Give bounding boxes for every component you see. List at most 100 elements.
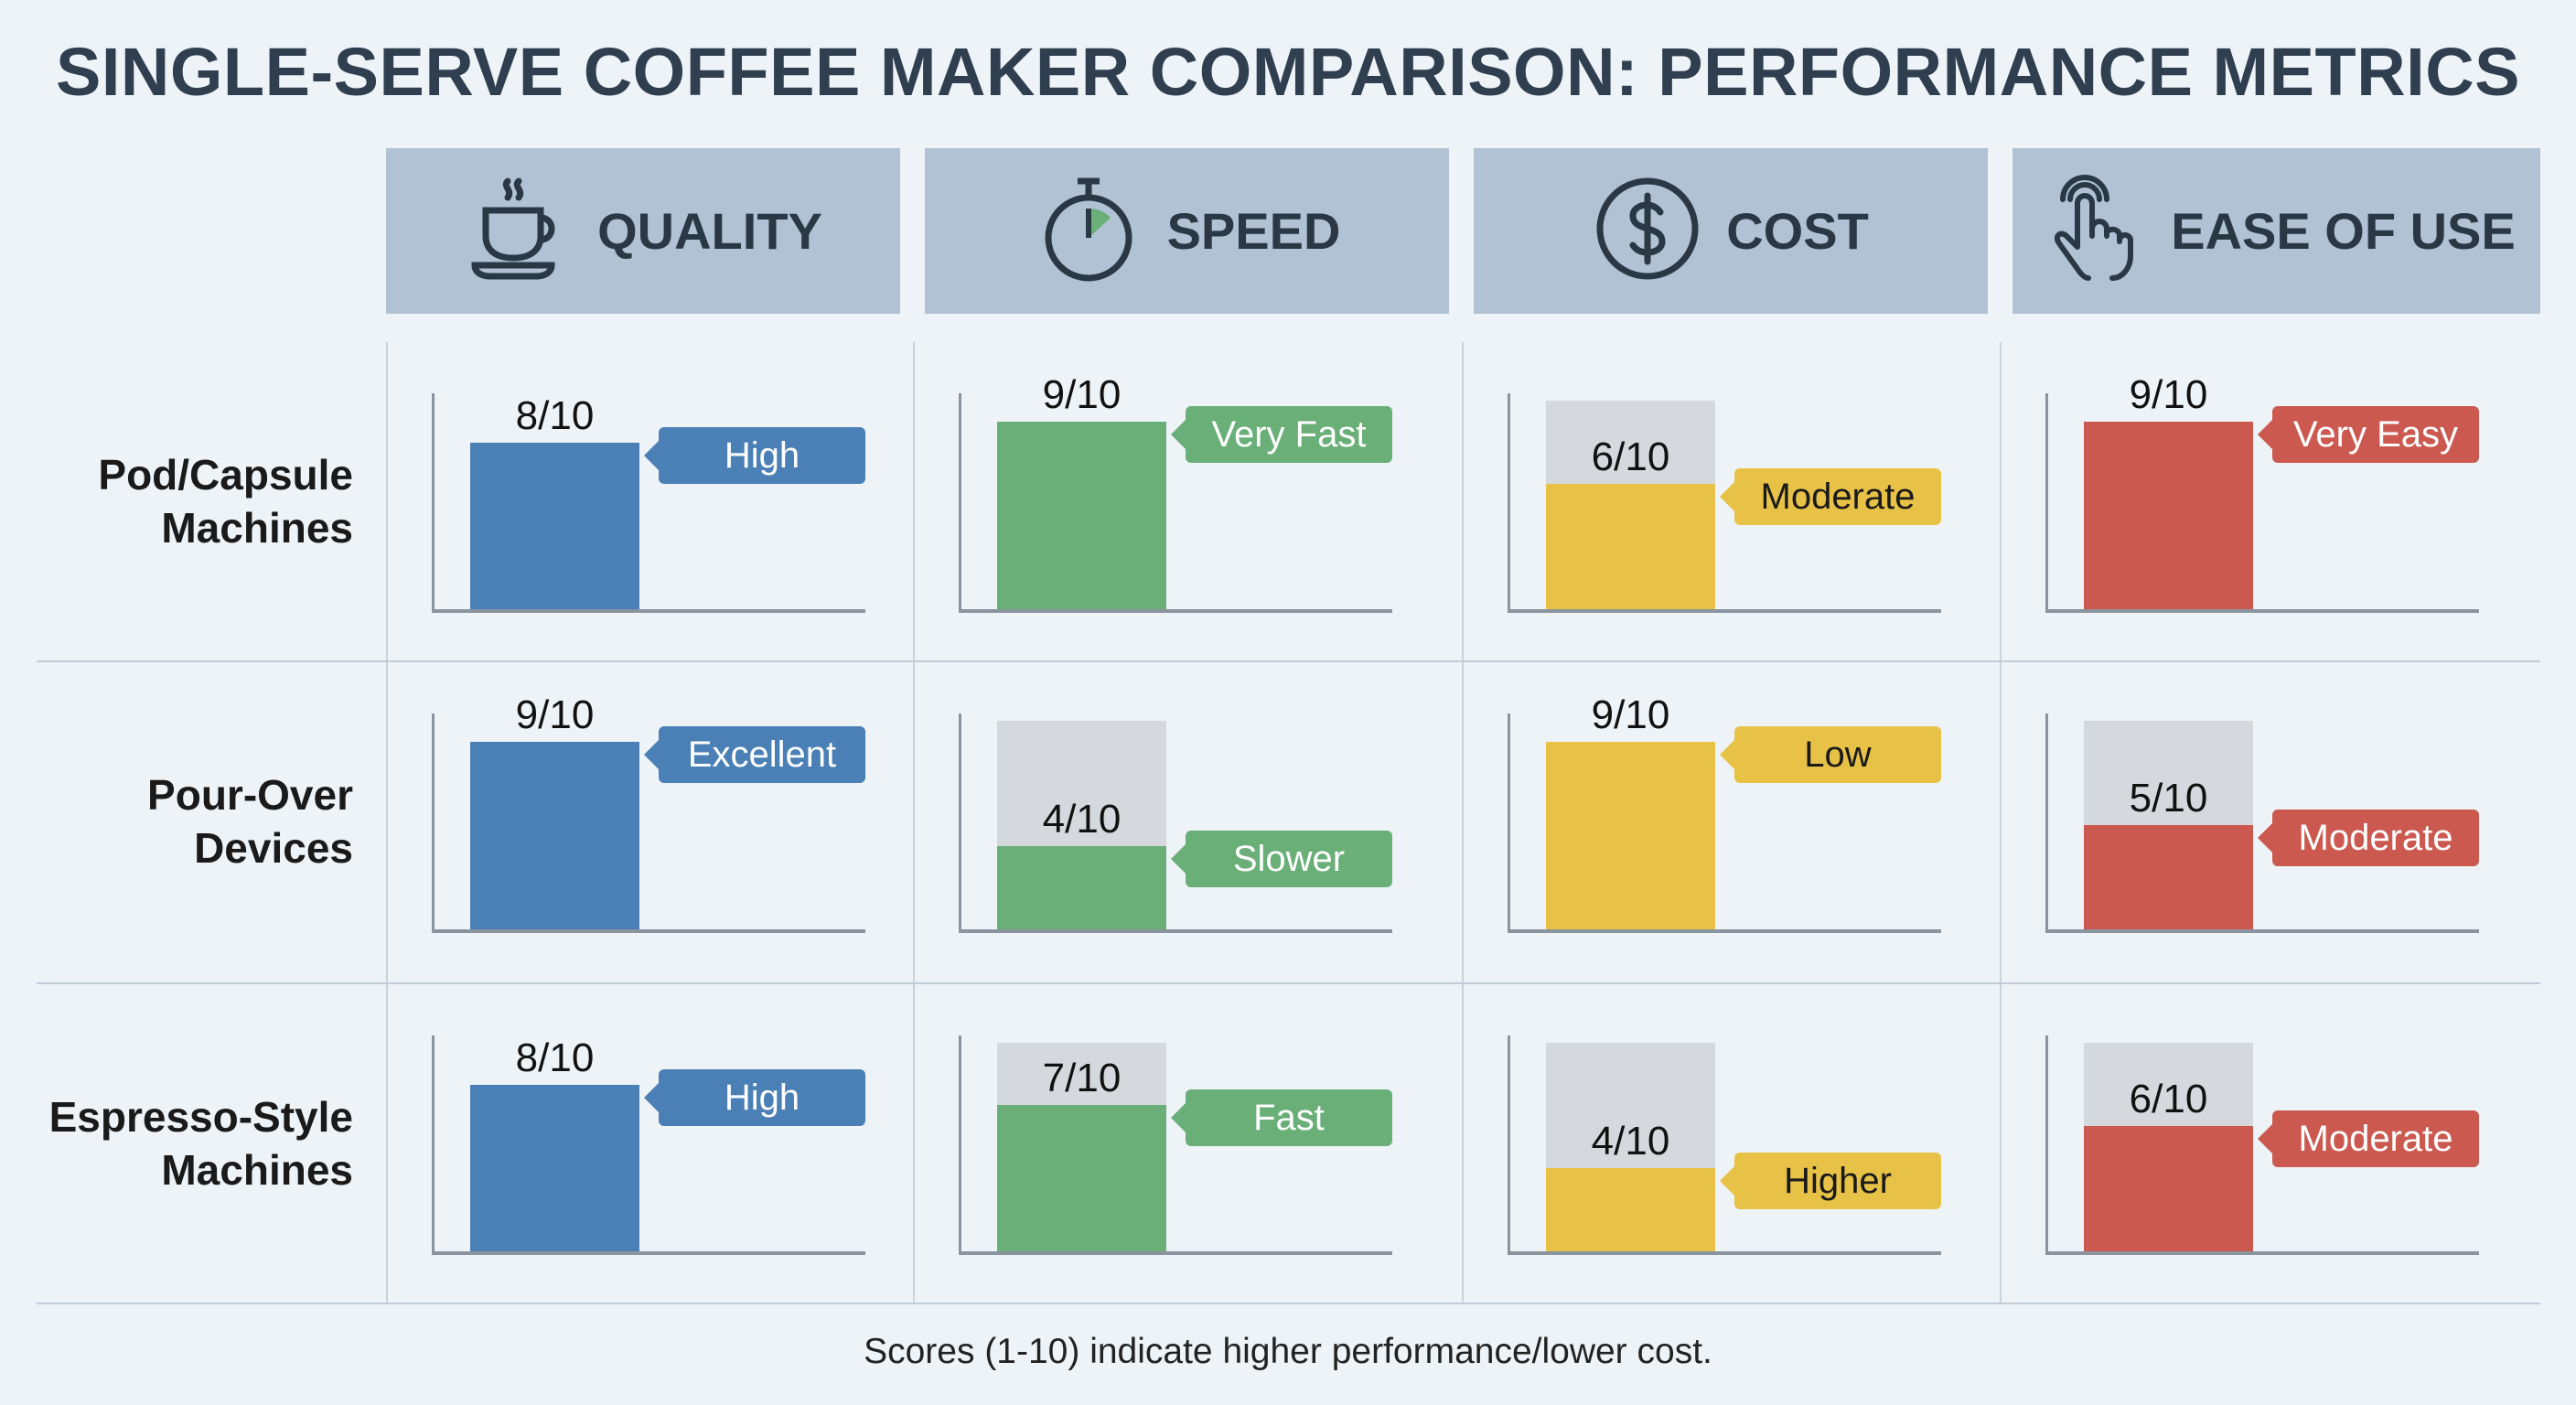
grid-divider-horizontal	[37, 660, 2540, 662]
score-bar	[470, 741, 639, 929]
y-axis-line	[959, 713, 961, 929]
x-axis-line	[959, 929, 1392, 933]
x-axis-line	[1508, 929, 1941, 933]
y-axis-line	[1508, 393, 1510, 609]
score-bar	[1546, 1167, 1715, 1251]
score-bar	[997, 421, 1166, 609]
row-label-line: Devices	[194, 824, 353, 872]
y-axis-line	[2045, 1035, 2048, 1251]
score-bar	[997, 1105, 1166, 1251]
score-bar	[2084, 421, 2253, 609]
header-label: EASE OF USE	[2171, 202, 2516, 260]
row-label-line: Pod/Capsule	[98, 451, 353, 499]
rating-tag: Moderate	[1720, 468, 1941, 526]
score-bar	[1546, 484, 1715, 609]
score-bar	[2084, 825, 2253, 929]
score-label: 6/10	[1591, 434, 1670, 480]
rating-tag: High	[644, 1068, 865, 1126]
score-label: 5/10	[2129, 776, 2208, 820]
x-axis-line	[432, 929, 865, 933]
y-axis-line	[2045, 393, 2048, 609]
score-bar	[470, 1084, 639, 1251]
score-cell: 8/10 High	[432, 342, 944, 662]
row-label: Pour-Over Devices	[0, 768, 353, 874]
score-cell: 4/10 Higher	[1508, 984, 2020, 1304]
row-label: Pod/Capsule Machines	[0, 448, 353, 554]
grid-divider-horizontal	[37, 1303, 2540, 1304]
score-label: 9/10	[515, 692, 595, 737]
y-axis-line	[432, 713, 435, 929]
x-axis-line	[2045, 1251, 2479, 1255]
row-label-line: Machines	[161, 1146, 353, 1194]
rating-tag: Excellent	[644, 725, 865, 783]
score-label: 8/10	[515, 392, 595, 438]
x-axis-line	[959, 1251, 1392, 1255]
x-axis-line	[959, 609, 1392, 613]
header-speed: SPEED	[925, 148, 1449, 314]
rating-tag: Very Fast	[1171, 405, 1392, 463]
score-label: 8/10	[515, 1035, 595, 1080]
row-label: Espresso-Style Machines	[0, 1090, 353, 1196]
y-axis-line	[432, 1035, 435, 1251]
header-ease-of-use: EASE OF USE	[2012, 148, 2540, 314]
grid-divider-vertical	[386, 342, 388, 1303]
score-label: 6/10	[2129, 1077, 2208, 1122]
grid-divider-vertical	[2000, 342, 2002, 1303]
rating-tag: Moderate	[2258, 810, 2479, 866]
score-cell: 4/10 Slower	[959, 662, 1471, 982]
rating-tag: Higher	[1720, 1152, 1941, 1209]
stopwatch-icon	[1034, 174, 1143, 288]
score-bar	[1546, 741, 1715, 929]
score-bar	[997, 845, 1166, 929]
score-label: 9/10	[2129, 371, 2208, 417]
score-label: 4/10	[1042, 796, 1122, 842]
score-label: 7/10	[1042, 1056, 1122, 1101]
x-axis-line	[432, 1251, 865, 1255]
score-cell: 6/10 Moderate	[2045, 984, 2558, 1304]
coffee-cup-icon	[464, 174, 574, 288]
score-cell: 9/10 Very Easy	[2045, 342, 2558, 662]
rating-tag: Very Easy	[2258, 405, 2479, 463]
score-cell: 9/10 Very Fast	[959, 342, 1471, 662]
y-axis-line	[1508, 713, 1510, 929]
header-cost: COST	[1474, 148, 1988, 314]
row-label-line: Espresso-Style	[48, 1093, 353, 1141]
page-title: SINGLE-SERVE COFFEE MAKER COMPARISON: PE…	[55, 34, 2521, 110]
rating-tag: Fast	[1171, 1089, 1392, 1147]
y-axis-line	[1508, 1035, 1510, 1251]
score-cell: 9/10 Low	[1508, 662, 2020, 982]
grid-divider-vertical	[913, 342, 915, 1303]
x-axis-line	[432, 609, 865, 613]
score-cell: 6/10 Moderate	[1508, 342, 2020, 662]
y-axis-line	[432, 393, 435, 609]
x-axis-line	[1508, 1251, 1941, 1255]
score-cell: 5/10 Moderate	[2045, 662, 2558, 982]
y-axis-line	[2045, 713, 2048, 929]
score-bar	[2084, 1126, 2253, 1251]
row-label-line: Pour-Over	[147, 771, 353, 819]
grid-divider-horizontal	[37, 982, 2540, 984]
x-axis-line	[2045, 609, 2479, 613]
rating-tag: Moderate	[2258, 1110, 2479, 1168]
header-quality: QUALITY	[386, 148, 900, 314]
score-label: 4/10	[1591, 1118, 1670, 1164]
grid-divider-vertical	[1462, 342, 1464, 1303]
score-bar	[470, 442, 639, 609]
header-label: QUALITY	[597, 202, 822, 260]
touch-hand-icon	[2037, 174, 2147, 288]
x-axis-line	[1508, 609, 1941, 613]
score-cell: 8/10 High	[432, 984, 944, 1304]
footnote: Scores (1-10) indicate higher performanc…	[864, 1332, 1712, 1371]
x-axis-line	[2045, 929, 2479, 933]
score-label: 9/10	[1042, 371, 1122, 417]
header-label: COST	[1726, 202, 1869, 260]
score-label: 9/10	[1591, 692, 1670, 737]
row-label-line: Machines	[161, 504, 353, 552]
score-cell: 9/10 Excellent	[432, 662, 944, 982]
y-axis-line	[959, 1035, 961, 1251]
score-cell: 7/10 Fast	[959, 984, 1471, 1304]
rating-tag: High	[644, 426, 865, 484]
header-label: SPEED	[1166, 202, 1341, 260]
rating-tag: Slower	[1171, 830, 1392, 887]
rating-tag: Low	[1720, 725, 1941, 783]
